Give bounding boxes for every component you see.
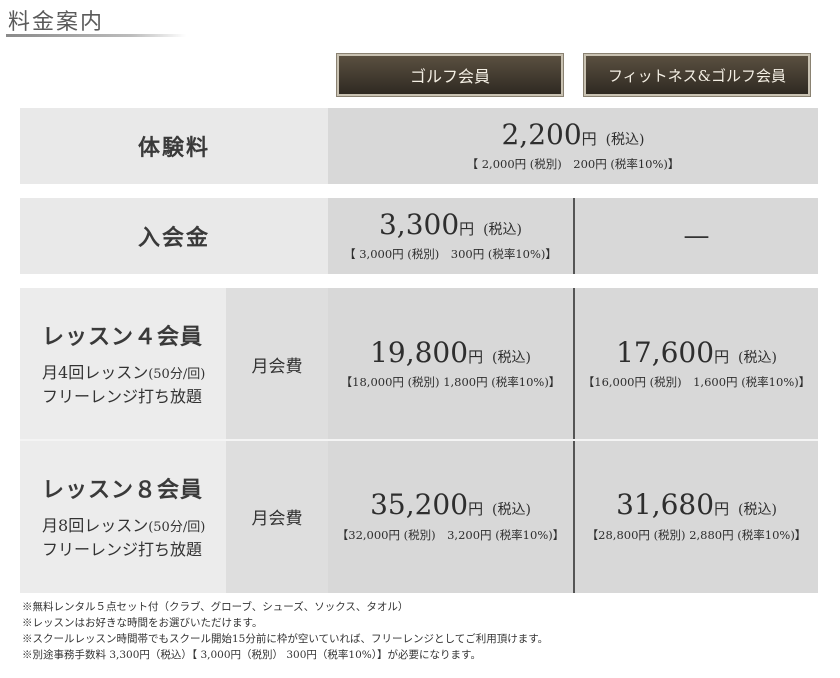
lesson8-fitness-breakdown: 【28,800円 (税別) 2,880円 (税率10%)】 (586, 527, 807, 542)
lesson8-sub-num: 8 (58, 515, 69, 535)
lesson4-fee-label: 月会費 (251, 356, 303, 377)
title-underline (6, 34, 186, 37)
lesson8-fitness-cell: 31,680円 (税込) 【28,800円 (税別) 2,880円 (税率10%… (575, 440, 818, 593)
lesson8-golf-breakdown: 【32,000円 (税別) 3,200円 (税率10%)】 (336, 527, 565, 542)
lesson4-sub-num: 4 (58, 363, 69, 383)
lesson8-golf-amount: 35,200 (370, 488, 469, 522)
lesson4-member-name: レッスン４会員 (42, 324, 204, 351)
lesson4-sub-small: (50分/回) (148, 367, 206, 383)
note-item: ※別途事務手数料 3,300円（税込）【 3,000円（税別） 300円（税率1… (22, 649, 481, 661)
lesson4-fitness-breakdown: 【16,000円 (税別) 1,600円 (税率10%)】 (582, 375, 811, 390)
lesson4-fitness-yen: 円 (714, 347, 730, 366)
admission-fee-tax: (税込) (483, 221, 523, 238)
lesson8-member-cell: レッスン８会員 月8回レッスン(50分/回) フリーレンジ打ち放題 (20, 440, 226, 593)
note-item: ※レッスンはお好きな時間をお選びいただけます。 (22, 617, 263, 629)
admission-fee-golf-price: 3,300円 (税込) (378, 207, 523, 241)
trial-fee-price: 2,200円 (税込) (501, 117, 645, 151)
trial-fee-breakdown: 【 2,000円 (税別) 200円 (税率10%)】 (466, 157, 680, 172)
lesson-row-separator (20, 439, 818, 441)
lesson4-sub-mid: 回レッスン (68, 363, 149, 383)
lesson8-golf-yen: 円 (468, 500, 484, 519)
admission-fee-golf-amount: 3,300 (378, 207, 460, 241)
lesson4-golf-breakdown: 【18,000円 (税別) 1,800円 (税率10%)】 (340, 375, 561, 390)
lesson4-fitness-price: 17,600円 (税込) (616, 335, 777, 369)
lesson4-sub-pre: 月 (42, 363, 59, 383)
note-item: ※無料レンタル５点セット付（クラブ、グローブ、シューズ、ソックス、タオル） (22, 601, 409, 613)
lesson4-golf-price: 19,800円 (税込) (370, 335, 531, 369)
lesson4-golf-amount: 19,800 (370, 335, 469, 369)
plan-header-golf: ゴルフ会員 (336, 53, 564, 97)
page-title: 料金案内 (8, 10, 105, 35)
lesson8-fee-label-cell: 月会費 (226, 440, 328, 593)
admission-fee-golf-cell: 3,300円 (税込) 【 3,000円 (税別) 300円 (税率10%)】 (328, 198, 573, 274)
lesson4-member-desc: 月4回レッスン(50分/回) フリーレンジ打ち放題 (42, 361, 226, 408)
trial-fee-yen: 円 (581, 129, 597, 148)
trial-fee-amount: 2,200 (501, 117, 582, 151)
admission-fee-row: 入会金 3,300円 (税込) 【 3,000円 (税別) 300円 (税率10… (20, 198, 818, 274)
notes-block: ※無料レンタル５点セット付（クラブ、グローブ、シューズ、ソックス、タオル） ※レ… (22, 599, 548, 663)
admission-fee-label: 入会金 (137, 225, 210, 251)
page-title-block: 料金案内 (0, 0, 190, 40)
plan-header-fitness: フィットネス&ゴルフ会員 (583, 53, 811, 97)
lesson4-sub-range: フリーレンジ打ち放題 (42, 387, 203, 407)
trial-fee-tax: (税込) (605, 131, 645, 148)
admission-fee-label-cell: 入会金 (20, 198, 328, 274)
lesson4-member-cell: レッスン４会員 月4回レッスン(50分/回) フリーレンジ打ち放題 (20, 288, 226, 440)
lesson8-sub-small: (50分/回) (148, 519, 206, 535)
lesson4-fitness-amount: 17,600 (616, 335, 715, 369)
lesson8-row: レッスン８会員 月8回レッスン(50分/回) フリーレンジ打ち放題 月会費 35… (20, 440, 818, 593)
lesson8-fitness-yen: 円 (714, 500, 730, 519)
lesson8-fitness-amount: 31,680 (616, 488, 715, 522)
trial-fee-label: 体験料 (137, 135, 210, 161)
lesson8-fitness-price: 31,680円 (税込) (616, 488, 777, 522)
lesson8-sub-mid: 回レッスン (68, 515, 149, 535)
lesson4-row: レッスン４会員 月4回レッスン(50分/回) フリーレンジ打ち放題 月会費 19… (20, 288, 818, 440)
column-divider (573, 198, 575, 274)
admission-fee-fitness-dash: — (683, 221, 710, 251)
lesson4-golf-cell: 19,800円 (税込) 【18,000円 (税別) 1,800円 (税率10%… (328, 288, 573, 440)
lesson4-fitness-cell: 17,600円 (税込) 【16,000円 (税別) 1,600円 (税率10%… (575, 288, 818, 440)
lesson8-golf-tax: (税込) (491, 502, 531, 519)
trial-fee-value-cell: 2,200円 (税込) 【 2,000円 (税別) 200円 (税率10%)】 (328, 108, 818, 184)
lesson4-fee-label-cell: 月会費 (226, 288, 328, 440)
lesson8-member-name: レッスン８会員 (42, 476, 204, 503)
trial-fee-label-cell: 体験料 (20, 108, 328, 184)
lesson8-golf-price: 35,200円 (税込) (370, 488, 531, 522)
trial-fee-row: 体験料 2,200円 (税込) 【 2,000円 (税別) 200円 (税率10… (20, 108, 818, 184)
lesson8-golf-cell: 35,200円 (税込) 【32,000円 (税別) 3,200円 (税率10%… (328, 440, 573, 593)
lesson4-golf-yen: 円 (468, 347, 484, 366)
admission-fee-yen: 円 (459, 219, 475, 238)
lesson8-member-desc: 月8回レッスン(50分/回) フリーレンジ打ち放題 (42, 514, 226, 561)
admission-fee-fitness-cell: — (575, 198, 818, 274)
lesson8-fitness-tax: (税込) (737, 502, 777, 519)
lesson4-golf-tax: (税込) (491, 349, 531, 366)
lesson8-sub-pre: 月 (42, 515, 59, 535)
note-item: ※スクールレッスン時間帯でもスクール開始15分前に枠が空いていれば、フリーレンジ… (22, 633, 549, 645)
admission-fee-golf-breakdown: 【 3,000円 (税別) 300円 (税率10%)】 (344, 247, 557, 262)
lesson4-fitness-tax: (税込) (737, 349, 777, 366)
lesson8-sub-range: フリーレンジ打ち放題 (42, 539, 203, 559)
lesson8-fee-label: 月会費 (251, 509, 303, 529)
